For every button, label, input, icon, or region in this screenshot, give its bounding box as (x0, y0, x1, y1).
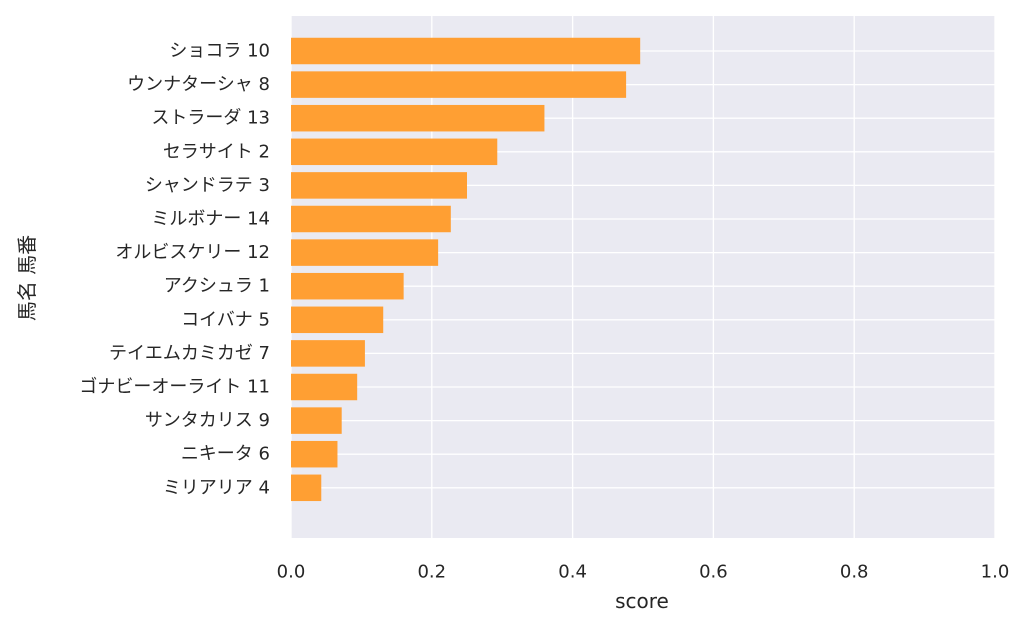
y-tick-label: シャンドラテ 3 (145, 175, 270, 196)
bar (291, 205, 451, 233)
bar (291, 37, 641, 65)
y-tick-label: ミルボナー 14 (151, 209, 270, 230)
bars (291, 37, 641, 502)
y-tick-label: オルビスケリー 12 (115, 242, 270, 263)
bar (291, 474, 322, 502)
bar (291, 373, 358, 401)
x-tick-label: 1.0 (981, 562, 1010, 583)
y-tick-label: セラサイト 2 (163, 141, 270, 162)
plot-area (291, 16, 995, 538)
x-axis-label: score (615, 589, 669, 613)
bar (291, 306, 384, 334)
y-tick-label: ミリアリア 4 (163, 477, 270, 498)
y-tick-labels: ショコラ 10 ウンナターシャ 8 ストラーダ 13 セラサイト 2 シャンドラテ 3 ミ… (79, 41, 270, 499)
bar (291, 138, 498, 166)
bar (291, 71, 627, 98)
y-tick-label: ウンナターシャ 8 (127, 74, 270, 95)
y-tick-label: テイエムカミカゼ 7 (109, 343, 270, 364)
bar (291, 440, 338, 468)
y-tick-label: ショコラ 10 (169, 41, 270, 62)
bar (291, 272, 404, 300)
y-tick-label: コイバナ 5 (181, 309, 270, 330)
y-tick-label: サンタカリス 9 (145, 410, 270, 431)
y-axis-label: 馬名 馬番 (15, 235, 39, 321)
bar (291, 172, 467, 199)
bar (291, 104, 545, 132)
x-tick-label: 0.8 (840, 562, 869, 583)
y-tick-label: ニキータ 6 (181, 444, 270, 465)
x-tick-label: 0.6 (699, 562, 728, 583)
y-tick-label: ゴナビーオーライト 11 (79, 377, 270, 398)
x-tick-label: 0.0 (277, 562, 306, 583)
x-tick-labels: 0.0 0.2 0.4 0.6 0.8 1.0 (277, 562, 1010, 583)
x-tick-label: 0.2 (417, 562, 446, 583)
y-tick-label: アクシュラ 1 (164, 276, 270, 297)
bar (291, 407, 342, 434)
bar (291, 239, 439, 266)
y-tick-label: ストラーダ 13 (151, 108, 270, 129)
x-tick-label: 0.4 (558, 562, 587, 583)
bar (291, 340, 365, 367)
